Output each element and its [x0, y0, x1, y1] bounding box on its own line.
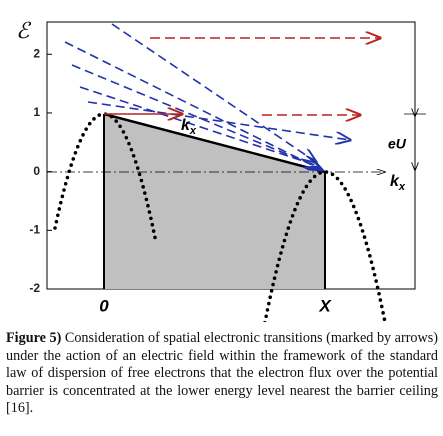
caption-label: Figure 5) [6, 330, 62, 346]
y-tick-label: 0 [33, 164, 40, 178]
k: k [181, 117, 191, 134]
figure: ℰ kx kx eU 0 X 210-1-2 [16, 18, 426, 322]
subscript: x [189, 125, 197, 137]
kx-label: kx [181, 117, 197, 137]
y-tick-label: -1 [29, 222, 40, 236]
x-label: X [318, 296, 332, 315]
dispersion-curve [263, 170, 387, 322]
x-label: 0 [99, 296, 109, 315]
y-axis-label: ℰ [16, 18, 32, 43]
transitions [64, 23, 350, 170]
eu-label: eU [388, 136, 407, 152]
y-tick-label: 2 [33, 46, 40, 60]
caption-text: Consideration of spatial electronic tran… [6, 330, 439, 416]
caption: Figure 5) Consideration of spatial elect… [6, 330, 438, 418]
transition-arrow [64, 41, 322, 170]
barrier-top [103, 112, 326, 174]
subscript: x [398, 181, 406, 193]
y-tick-label: -2 [29, 281, 40, 295]
kx-axis-label: kx [390, 173, 406, 193]
barrier-region [104, 114, 325, 289]
y-tick-label: 1 [33, 105, 40, 119]
transition-arrow [71, 64, 320, 168]
transition-arrow [87, 101, 350, 140]
k: k [390, 173, 400, 190]
